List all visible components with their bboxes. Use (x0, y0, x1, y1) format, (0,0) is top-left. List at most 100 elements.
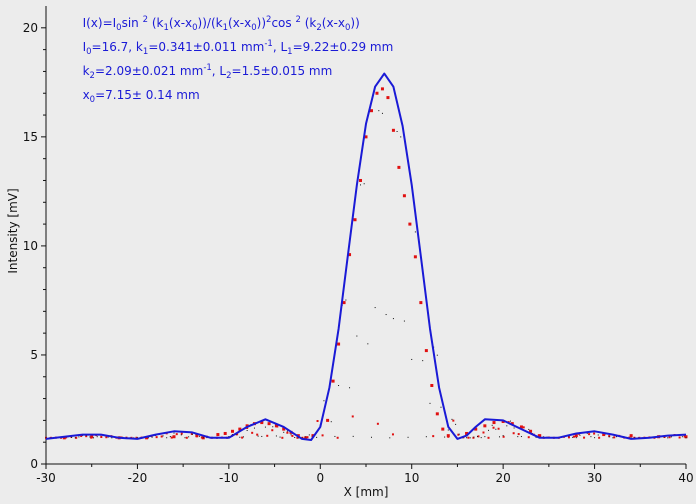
fringe-dot (572, 436, 574, 438)
fringe-dot (71, 436, 73, 438)
data-point (517, 433, 520, 436)
data-point (408, 222, 412, 226)
data-point (160, 435, 163, 438)
fringe-dot (202, 437, 204, 439)
data-point (75, 436, 78, 439)
data-point (316, 420, 319, 423)
data-point (457, 433, 460, 436)
y-tick-label: 5 (30, 348, 38, 362)
data-point (678, 436, 681, 439)
fringe-dot (498, 436, 500, 438)
data-point (402, 194, 406, 198)
fringe-dot (495, 428, 497, 430)
fringe-dot (151, 436, 153, 438)
data-point (359, 178, 363, 182)
data-point (251, 431, 254, 434)
data-point (567, 436, 570, 439)
fringe-dot (173, 432, 175, 434)
data-point (223, 431, 227, 435)
y-tick-label: 20 (23, 21, 38, 35)
fringe-dot (429, 402, 431, 404)
fringe-dot (349, 387, 351, 389)
data-point (684, 435, 688, 439)
fringe-dot (89, 436, 91, 438)
fringe-dot (93, 437, 95, 439)
fit-curve (45, 72, 687, 441)
data-point (452, 419, 455, 422)
fringe-dot (663, 436, 665, 438)
data-point (386, 96, 390, 100)
fringe-dot (528, 428, 530, 430)
fringe-dot (180, 434, 182, 436)
data-point (306, 436, 309, 439)
fringe-dot (367, 343, 369, 345)
data-point (282, 427, 286, 431)
data-point (482, 431, 485, 434)
data-point (364, 135, 368, 139)
fringe-dot (389, 437, 391, 439)
fringe-dot (74, 437, 76, 439)
data-point (353, 218, 357, 222)
fringe-dot (235, 434, 237, 436)
fringe-dot (242, 436, 244, 438)
fringe-dot (199, 435, 201, 437)
fringe-dot (466, 437, 468, 439)
data-point (483, 424, 487, 428)
fringe-dot (330, 421, 332, 423)
data-point (424, 349, 428, 353)
fringe-dot (444, 436, 446, 438)
data-point (391, 128, 395, 132)
fringe-dot (535, 436, 537, 438)
fringe-dot (411, 358, 413, 360)
fringe-dot (272, 426, 274, 428)
data-point (375, 91, 379, 95)
fringe-dot (575, 437, 577, 439)
data-point (519, 425, 523, 429)
fringe-dot (425, 436, 427, 438)
data-point (200, 436, 203, 439)
fringe-dot (352, 435, 354, 437)
fringe-dot (597, 434, 599, 436)
data-point (432, 435, 435, 438)
fringe-dot (667, 437, 669, 439)
data-point (598, 436, 601, 439)
x-tick-label: 20 (496, 471, 511, 485)
data-point (391, 433, 394, 436)
data-point (271, 429, 274, 432)
fringe-dot (396, 130, 398, 132)
fit-annotation: x0=7.15± 0.14 mm (83, 88, 200, 105)
fringe-dot (392, 318, 394, 320)
data-point (497, 427, 500, 430)
fit-annotation: I0=16.7, k1=0.341±0.011 mm-1, L1=9.22±0.… (83, 39, 394, 57)
fringe-dot (363, 183, 365, 185)
data-point (583, 436, 586, 439)
fringe-dot (45, 437, 47, 439)
fringe-dot (162, 435, 164, 437)
fringe-dot (440, 406, 442, 408)
data-point (492, 421, 496, 425)
data-point (573, 435, 575, 438)
fringe-dot (469, 437, 471, 439)
fringe-dot (360, 184, 362, 186)
data-point (172, 435, 176, 439)
fringe-dot (385, 314, 387, 316)
data-point (477, 435, 480, 438)
data-point (175, 433, 178, 436)
data-point (537, 434, 540, 437)
fringe-dot (374, 307, 376, 309)
data-point (510, 422, 514, 426)
data-point (593, 432, 596, 435)
x-tick-label: -10 (219, 471, 239, 485)
data-point (472, 436, 475, 439)
data-point (238, 427, 242, 431)
fringe-dot (253, 427, 255, 429)
data-point (326, 418, 330, 422)
x-tick-label: 40 (678, 471, 693, 485)
data-point (527, 436, 530, 439)
fringe-dot (517, 436, 519, 438)
fringe-dot (184, 437, 186, 439)
fringe-dot (261, 435, 263, 437)
fringe-dot (422, 360, 424, 362)
fringe-dot (378, 110, 380, 112)
data-point (629, 434, 633, 438)
